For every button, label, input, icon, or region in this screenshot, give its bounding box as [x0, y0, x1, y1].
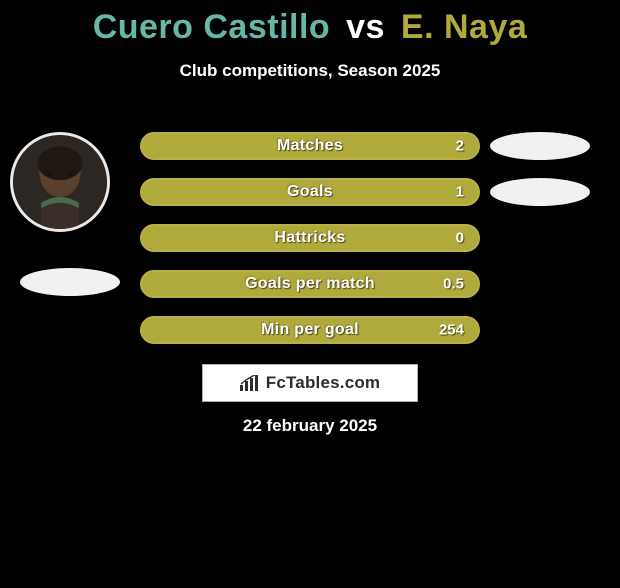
bar-chart-icon [240, 375, 260, 391]
stat-bar-matches: Matches 2 [140, 132, 480, 160]
stat-bar-hattricks: Hattricks 0 [140, 224, 480, 252]
stat-value: 0.5 [443, 276, 464, 293]
stat-bars: Matches 2 Goals 1 Hattricks 0 Goals per … [140, 132, 480, 362]
stat-value: 1 [456, 184, 464, 201]
player1-avatar-wrap [10, 132, 110, 232]
stat-label: Goals [287, 183, 333, 201]
stat-bar-min-per-goal: Min per goal 254 [140, 316, 480, 344]
stat-label: Min per goal [261, 321, 359, 339]
date-text: 22 february 2025 [0, 416, 620, 436]
player2-ellipses [490, 132, 590, 224]
stat-label: Hattricks [274, 229, 345, 247]
player1-ellipse [20, 268, 120, 296]
stat-value: 2 [456, 138, 464, 155]
player1-name: Cuero Castillo [93, 8, 330, 46]
stat-value: 0 [456, 230, 464, 247]
player2-ellipse [490, 132, 590, 160]
stat-value: 254 [439, 322, 464, 339]
vs-text: vs [346, 8, 385, 46]
stat-bar-goals-per-match: Goals per match 0.5 [140, 270, 480, 298]
brand-box: FcTables.com [202, 364, 418, 402]
stat-label: Goals per match [245, 275, 375, 293]
player1-avatar [10, 132, 110, 232]
player2-name: E. Naya [401, 8, 527, 46]
stat-label: Matches [277, 137, 343, 155]
subtitle: Club competitions, Season 2025 [0, 61, 620, 81]
brand-text: FcTables.com [266, 373, 381, 393]
stat-bar-goals: Goals 1 [140, 178, 480, 206]
comparison-title: Cuero Castillo vs E. Naya [0, 8, 620, 47]
player2-ellipse [490, 178, 590, 206]
avatar-placeholder-icon [13, 135, 107, 229]
